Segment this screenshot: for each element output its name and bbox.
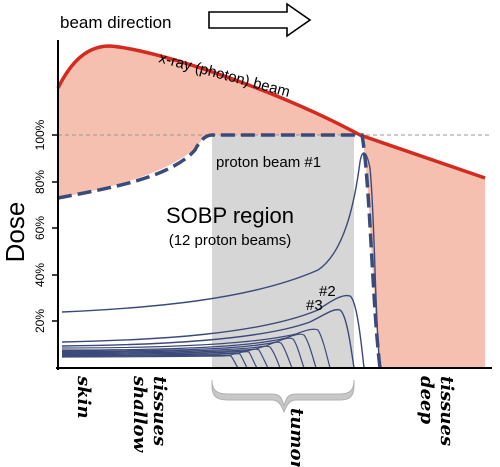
- sobp-region-subtitle: (12 proton beams): [169, 232, 292, 249]
- xray-dose-curve: [56, 44, 486, 180]
- y-tick-marks: [52, 134, 58, 322]
- proton-beam-2-curve: [61, 294, 365, 369]
- proton-beam-3-curve: [61, 308, 355, 369]
- tumor-brace: [211, 379, 355, 414]
- sobp-dashed-curve: [57, 133, 382, 369]
- proton-beam-1-curve: [61, 152, 381, 369]
- proton-beam-1-label: proton beam #1: [216, 154, 321, 171]
- x-label-skin: skin: [73, 375, 94, 419]
- y-axis-label: Dose: [0, 202, 30, 263]
- x-label-shallow-line1: shallow: [129, 375, 150, 454]
- x-label-deep-line2: tissues: [436, 376, 457, 446]
- xray-dose-fill: [58, 46, 485, 368]
- y-tick-60: 60%: [33, 216, 47, 240]
- x-label-shallow-line2: tissues: [149, 376, 170, 446]
- y-tick-20: 20%: [33, 309, 47, 333]
- y-tick-80: 80%: [33, 170, 47, 194]
- proton-beam-2-label: #2: [319, 283, 336, 300]
- beam-direction-arrow: [208, 2, 312, 38]
- proton-beam-3-label: #3: [306, 297, 323, 314]
- distal-falloff-fill: [354, 135, 380, 368]
- beam-direction-label: beam direction: [60, 13, 172, 32]
- sobp-region-title: SOBP region: [166, 203, 294, 228]
- y-tick-100: 100%: [33, 119, 47, 150]
- x-label-deep-line1: deep: [416, 376, 437, 424]
- y-tick-40: 40%: [33, 263, 47, 287]
- x-label-tumor: tumor: [286, 408, 307, 467]
- proton-beam-bundle: [61, 328, 331, 369]
